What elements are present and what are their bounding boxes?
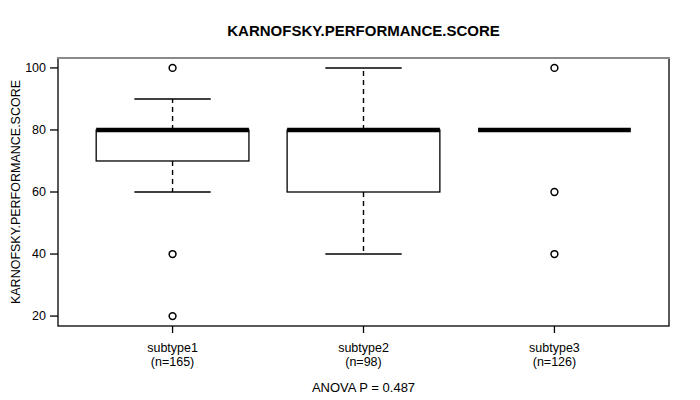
y-tick-label: 100 <box>25 61 46 75</box>
group-label: subtype2 <box>338 341 389 355</box>
group-label: subtype3 <box>529 341 580 355</box>
y-tick-label: 60 <box>32 185 46 199</box>
group-sublabel: (n=126) <box>533 355 576 369</box>
outlier-point <box>551 65 558 72</box>
outlier-point <box>551 251 558 258</box>
outlier-point <box>169 65 176 72</box>
group-sublabel: (n=98) <box>345 355 381 369</box>
outlier-point <box>169 313 176 320</box>
outlier-point <box>169 251 176 258</box>
y-tick-label: 80 <box>32 123 46 137</box>
iqr-box <box>287 130 440 192</box>
group-sublabel: (n=165) <box>151 355 194 369</box>
y-tick-label: 20 <box>32 309 46 323</box>
group-label: subtype1 <box>147 341 198 355</box>
anova-p-value: ANOVA P = 0.487 <box>58 380 669 395</box>
y-tick-label: 40 <box>32 247 46 261</box>
boxplot-figure: KARNOFSKY.PERFORMANCE.SCORE KARNOFSKY.PE… <box>0 0 700 400</box>
iqr-box <box>96 130 249 161</box>
outlier-point <box>551 189 558 196</box>
plot-canvas: 20 40 60 80 100 subtype1(n=165) subtype2(n=98)… <box>0 0 700 400</box>
